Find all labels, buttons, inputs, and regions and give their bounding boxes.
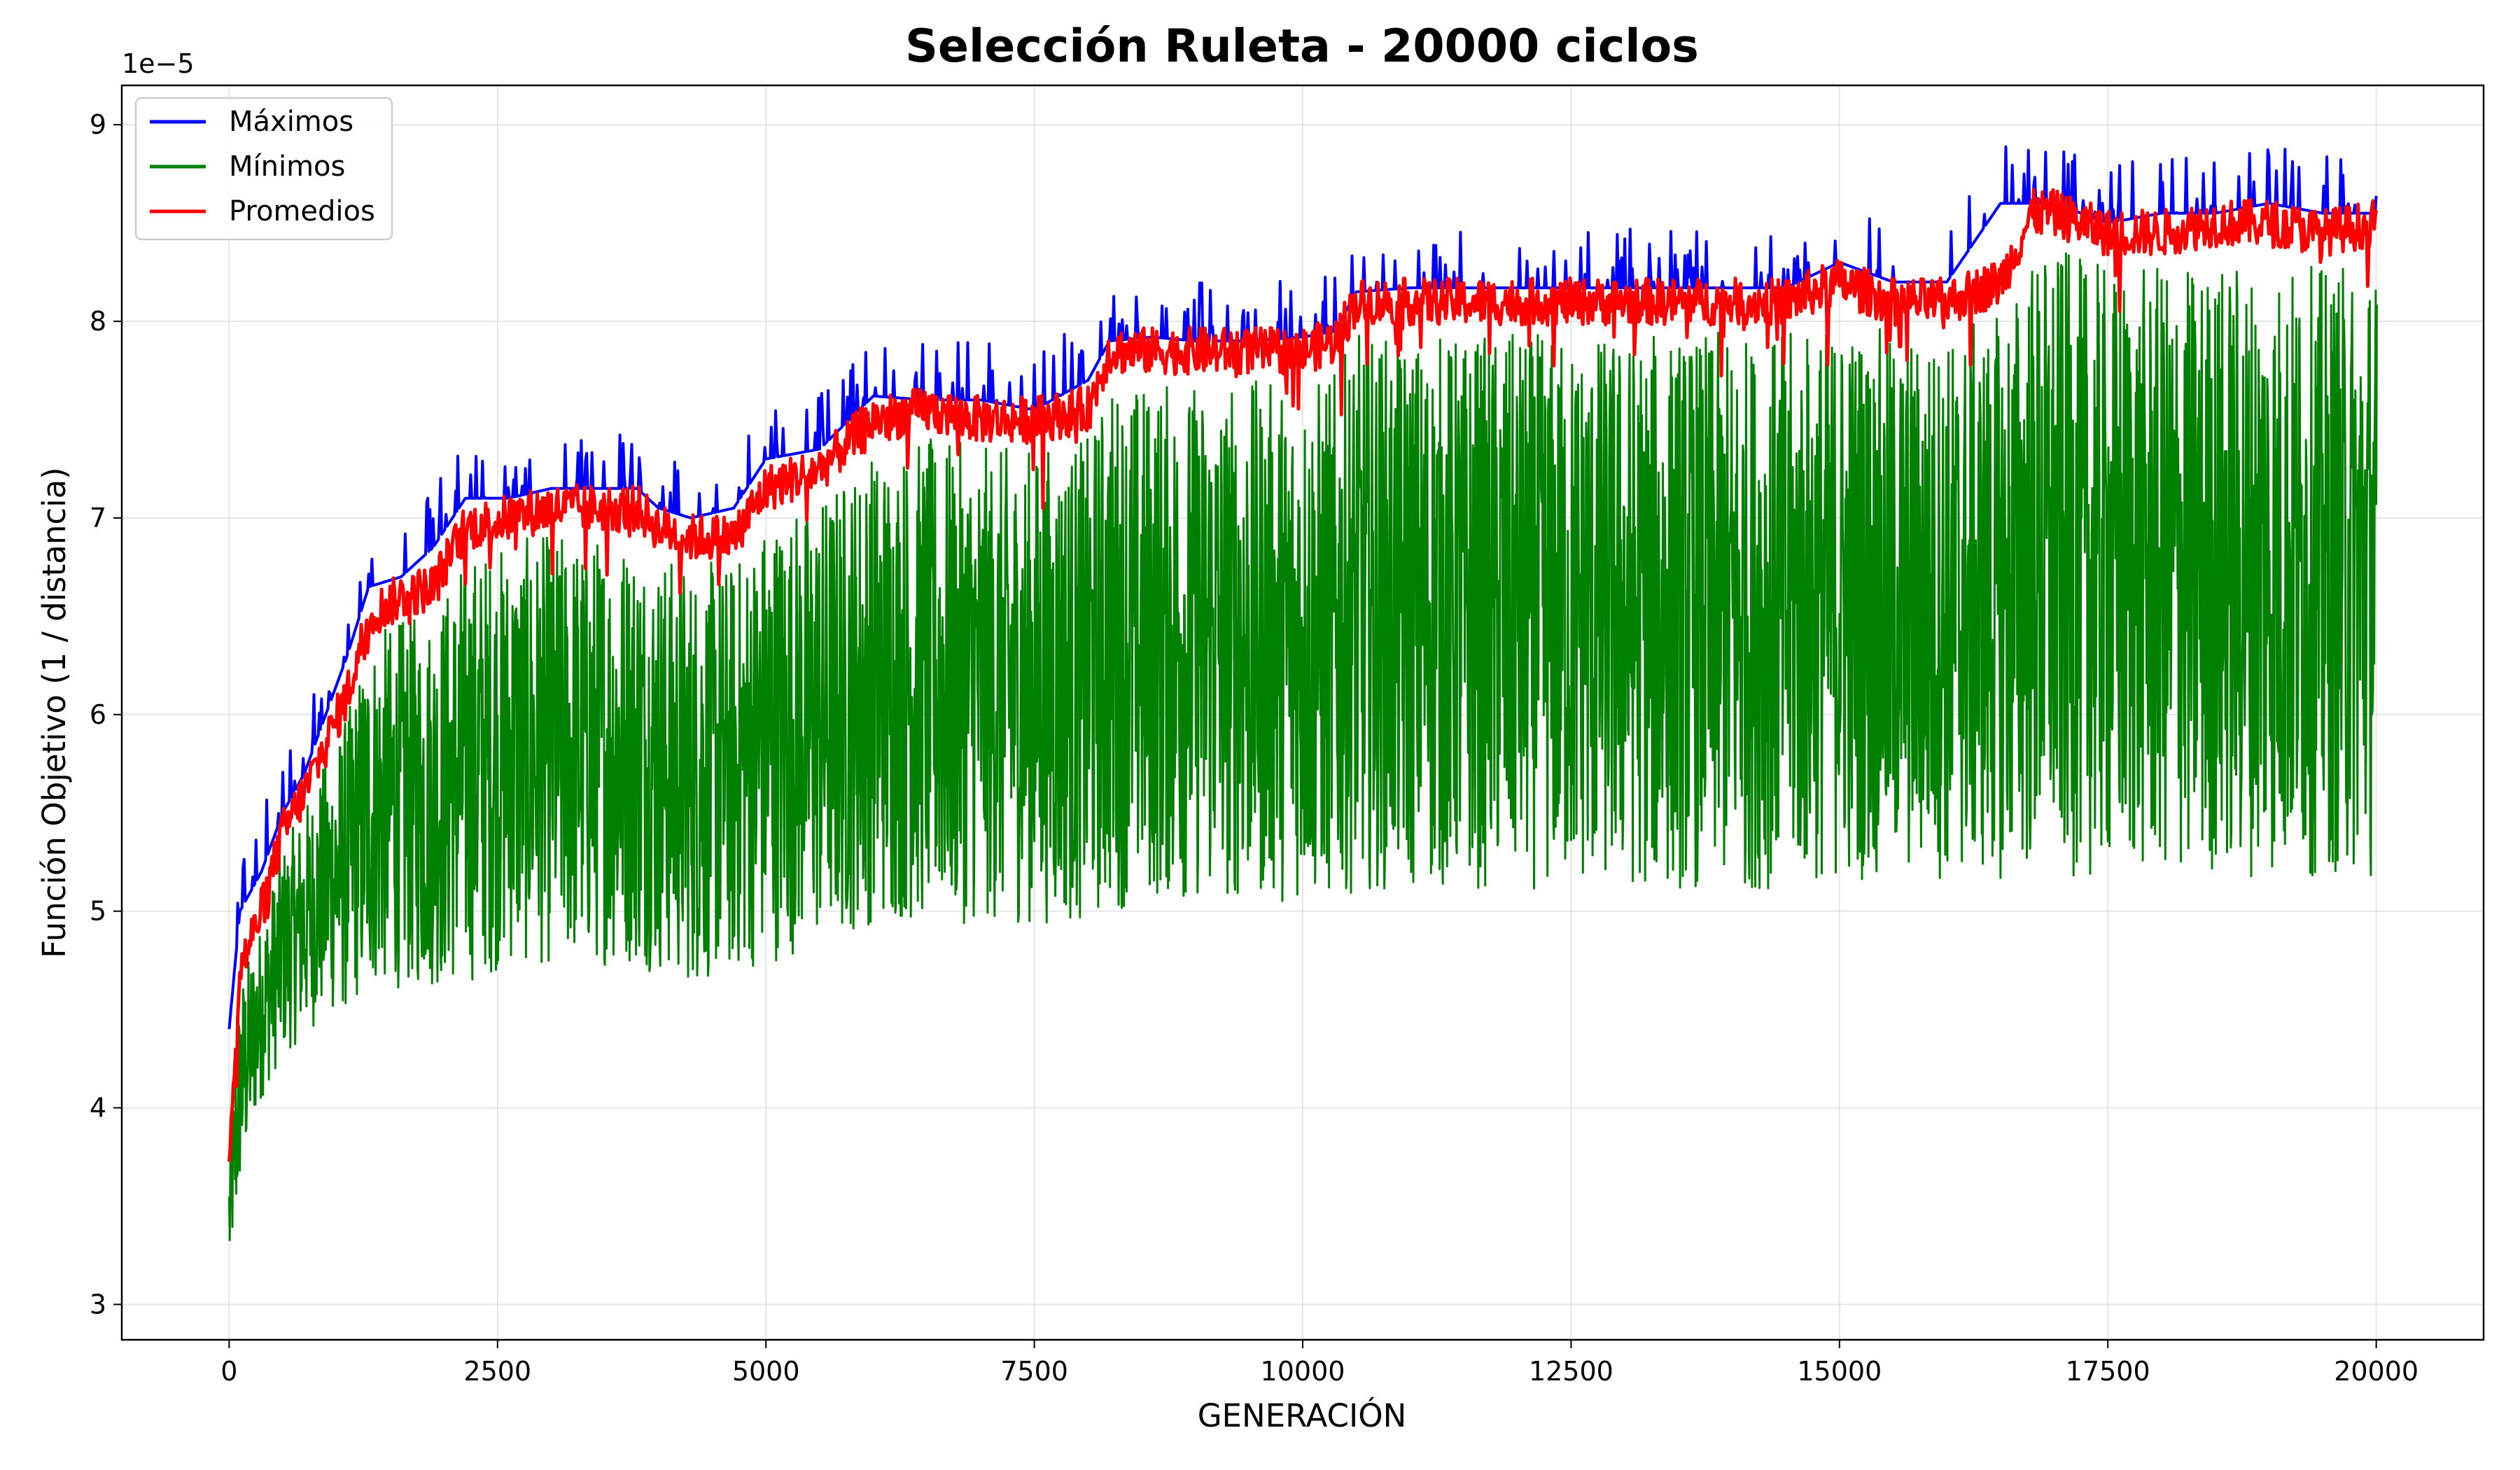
x-tick-label: 0 [220, 1356, 237, 1387]
series-layer [227, 145, 2379, 1242]
legend: Máximos Mínimos Promedios [134, 97, 393, 241]
x-tick-label: 7500 [1000, 1356, 1068, 1387]
x-tick-label: 12500 [1529, 1356, 1614, 1387]
y-tick-label: 7 [90, 503, 106, 533]
y-tick-label: 6 [90, 699, 106, 730]
x-axis-label: GENERACIÓN [1198, 1397, 1407, 1434]
series-line-minimos [227, 252, 2378, 1242]
legend-label-minimos: Mínimos [229, 150, 345, 183]
y-tick-label: 8 [90, 306, 106, 337]
x-tick-label: 17500 [2066, 1356, 2150, 1387]
y-axis-label: Función Objetivo (1 / distancia) [36, 467, 73, 958]
x-tick-label: 2500 [463, 1356, 531, 1387]
y-tick-label: 5 [90, 896, 106, 927]
legend-box [134, 97, 393, 241]
x-tick-label: 10000 [1261, 1356, 1345, 1387]
y-axis-offset-text: 1e−5 [122, 48, 195, 79]
y-tick-label: 9 [90, 109, 106, 140]
y-tick-label: 3 [90, 1289, 106, 1320]
x-tick-label: 15000 [1797, 1356, 1882, 1387]
x-tick-label: 5000 [732, 1356, 800, 1387]
x-tick-label: 20000 [2334, 1356, 2418, 1387]
chart-title: Selección Ruleta - 20000 ciclos [905, 20, 1699, 73]
y-axis-ticks: 3 4 5 6 7 8 9 [90, 109, 122, 1320]
x-axis-ticks: 0 2500 5000 7500 10000 12500 15000 17500 20000 [220, 1340, 2418, 1387]
y-tick-label: 4 [90, 1093, 106, 1124]
series-line-promedios [227, 188, 2379, 1162]
legend-label-maximos: Máximos [229, 106, 354, 138]
legend-label-promedios: Promedios [229, 195, 375, 227]
